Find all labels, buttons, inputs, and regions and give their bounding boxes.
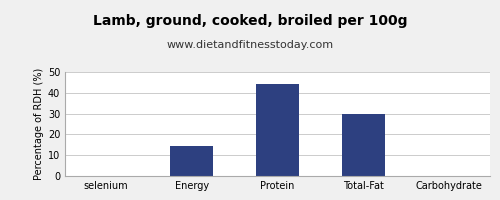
Bar xyxy=(342,114,385,176)
Text: www.dietandfitnesstoday.com: www.dietandfitnesstoday.com xyxy=(166,40,334,50)
Text: Lamb, ground, cooked, broiled per 100g: Lamb, ground, cooked, broiled per 100g xyxy=(93,14,407,28)
Bar xyxy=(256,84,299,176)
Y-axis label: Percentage of RDH (%): Percentage of RDH (%) xyxy=(34,68,43,180)
Bar xyxy=(170,146,213,176)
